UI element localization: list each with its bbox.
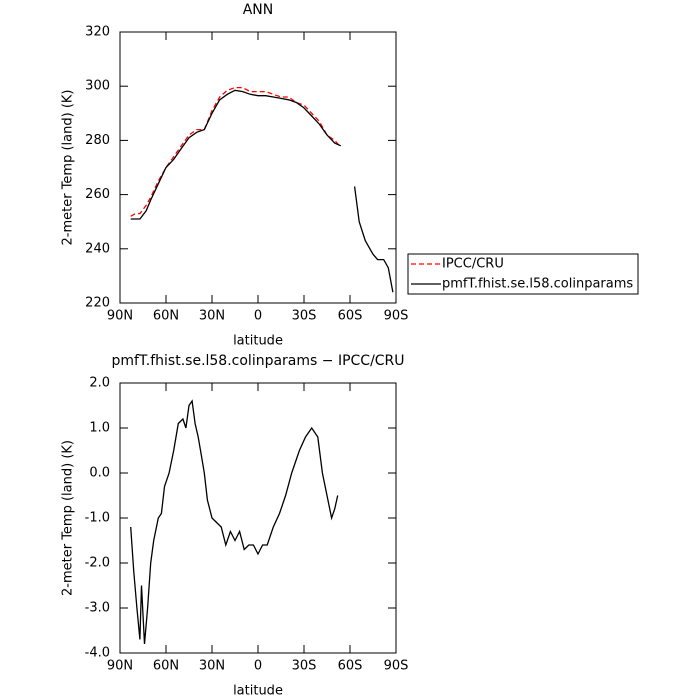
x-tick-label: 90S — [384, 659, 409, 674]
y-tick-label: -3.0 — [85, 601, 110, 616]
x-tick-label: 0 — [254, 309, 262, 324]
chart-title: ANN — [243, 2, 274, 18]
y-axis-label: 2-meter Temp (land) (K) — [61, 440, 76, 596]
y-tick-label: 0.0 — [89, 466, 110, 481]
x-tick-label: 30S — [292, 659, 317, 674]
plot-frame — [119, 382, 397, 654]
data-line — [130, 86, 342, 217]
y-tick-label: 300 — [85, 79, 110, 94]
y-tick-label: 2.0 — [89, 376, 110, 391]
x-tick-label: 90N — [107, 309, 133, 324]
x-tick-label: 0 — [254, 659, 262, 674]
y-tick-label: -2.0 — [85, 556, 110, 571]
data-line — [130, 89, 394, 293]
x-tick-label: 60S — [338, 659, 363, 674]
plot-frame — [119, 31, 397, 304]
y-tick-label: -1.0 — [85, 511, 110, 526]
y-tick-label: 220 — [85, 296, 110, 311]
x-tick-label: 60N — [153, 309, 179, 324]
legend-label: pmfT.fhist.se.l58.colinparams — [442, 277, 633, 292]
x-tick-label: 30N — [199, 659, 225, 674]
x-tick-label: 30S — [292, 309, 317, 324]
y-tick-label: -4.0 — [85, 646, 110, 661]
y-axis-label: 2-meter Temp (land) (K) — [61, 90, 76, 246]
x-axis-label: latitude — [233, 334, 283, 349]
x-tick-label: 30N — [199, 309, 225, 324]
y-tick-label: 320 — [85, 25, 110, 40]
x-tick-label: 90N — [107, 659, 133, 674]
legend-box — [407, 253, 639, 295]
y-tick-label: 260 — [85, 187, 110, 202]
x-axis-label: latitude — [233, 684, 283, 699]
x-tick-label: 90S — [384, 309, 409, 324]
chart-title: pmfT.fhist.se.l58.colinparams − IPCC/CRU — [111, 353, 404, 369]
x-tick-label: 60S — [338, 309, 363, 324]
y-tick-label: 240 — [85, 241, 110, 256]
y-tick-label: 280 — [85, 133, 110, 148]
data-line — [130, 399, 339, 645]
y-tick-label: 1.0 — [89, 421, 110, 436]
x-tick-label: 60N — [153, 659, 179, 674]
legend-label: IPCC/CRU — [442, 257, 504, 272]
